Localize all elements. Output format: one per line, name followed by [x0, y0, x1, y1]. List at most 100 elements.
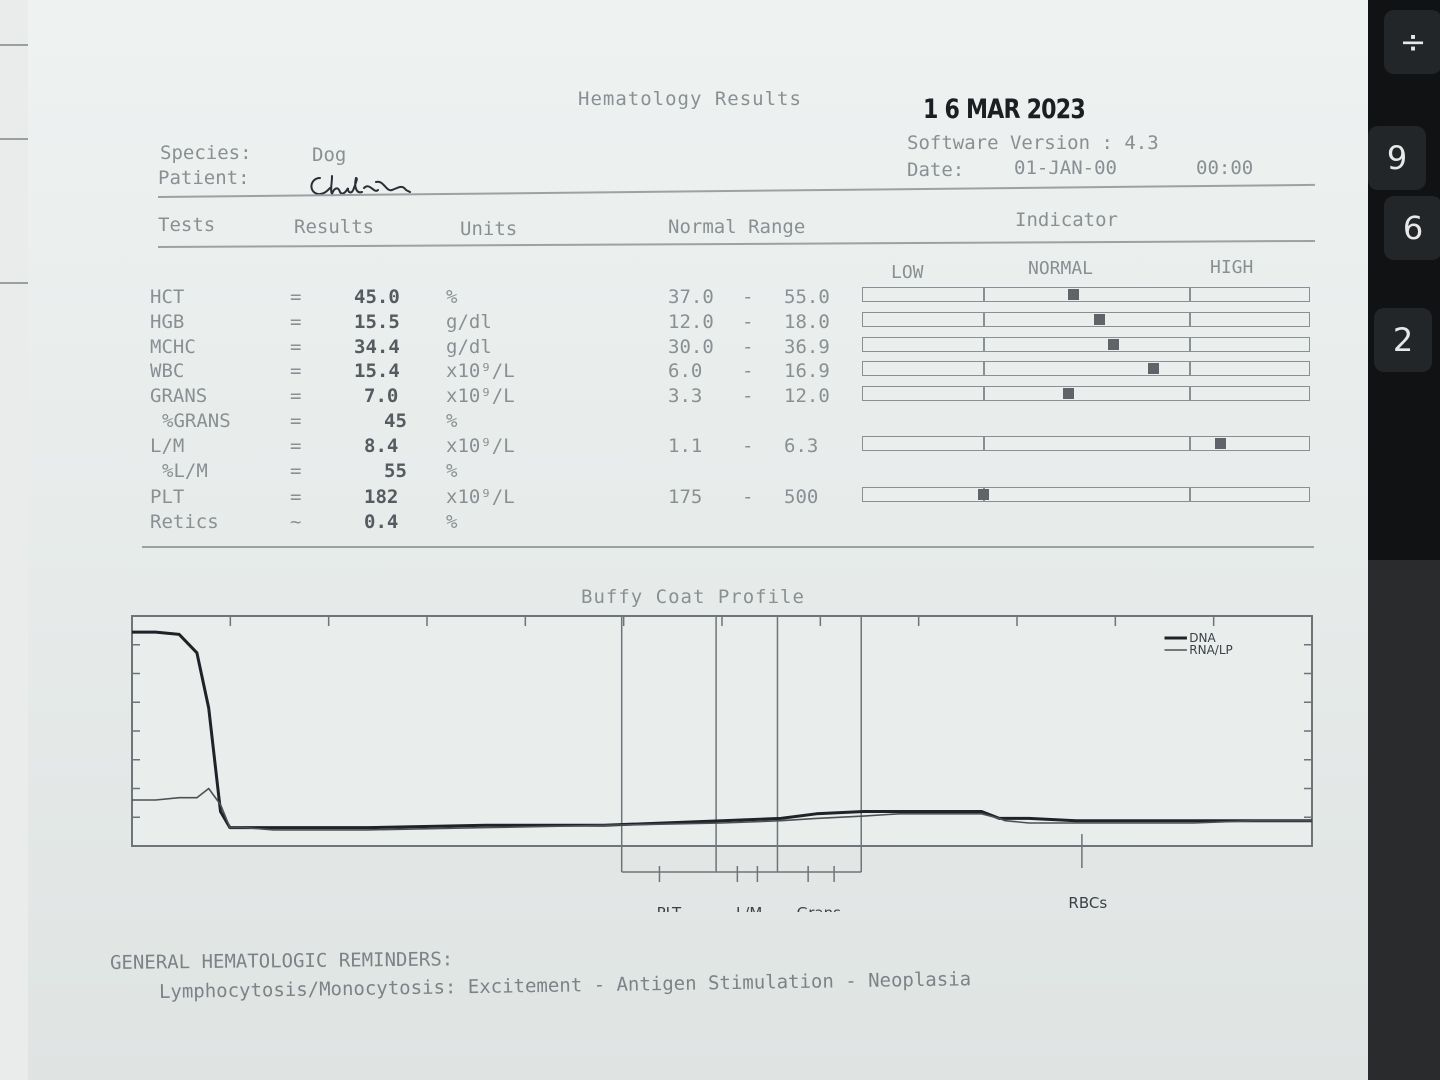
operator: = [290, 460, 302, 482]
date-stamp: 1 6 MAR 2023 [923, 94, 1086, 125]
range-high: 12.0 [784, 385, 830, 407]
header-tests: Tests [158, 214, 216, 236]
test-name: GRANS [150, 385, 208, 407]
divider-line [142, 546, 1314, 548]
indicator-normal-label: NORMAL [1028, 258, 1094, 279]
result-value: 34.4 [354, 336, 400, 358]
test-name: %GRANS [162, 410, 231, 432]
range-low: 3.3 [668, 385, 703, 407]
operator: = [290, 486, 302, 508]
indicator-bar [862, 312, 1310, 327]
indicator-marker [978, 489, 989, 500]
test-name: MCHC [150, 336, 196, 358]
range-low: 30.0 [668, 336, 714, 358]
unit: % [446, 286, 458, 308]
indicator-bar [862, 287, 1310, 302]
test-name: Retics [150, 511, 219, 533]
header-results: Results [294, 216, 375, 238]
calculator-key: ÷ [1384, 10, 1440, 74]
species-label: Species: [160, 142, 252, 164]
test-name: PLT [150, 486, 185, 508]
indicator-bar [862, 436, 1310, 451]
range-low: 37.0 [668, 286, 714, 308]
unit: % [446, 511, 458, 533]
operator: = [290, 385, 302, 407]
test-name: %L/M [162, 460, 208, 482]
range-low: 6.0 [668, 360, 703, 382]
range-low: 12.0 [668, 311, 714, 333]
indicator-marker [1063, 388, 1074, 399]
series-line-dna [132, 630, 1312, 830]
range-high: 16.9 [784, 360, 830, 382]
chart-title: Buffy Coat Profile [581, 586, 805, 608]
range-dash: - [742, 385, 754, 407]
indicator-marker [1068, 289, 1079, 300]
range-high: 36.9 [784, 336, 830, 358]
operator: = [290, 360, 302, 382]
operator: = [290, 435, 302, 457]
range-dash: - [742, 486, 754, 508]
legend-label: RNA/LP [1189, 643, 1233, 657]
unit: x10⁹/L [446, 360, 515, 382]
indicator-low-label: LOW [891, 262, 924, 283]
date-label: Date: [907, 159, 965, 181]
header-units: Units [460, 218, 518, 240]
range-high: 55.0 [784, 286, 830, 308]
date-value: 01-JAN-00 [1014, 157, 1117, 179]
operator: = [290, 286, 302, 308]
unit: g/dl [446, 336, 492, 358]
indicator-marker [1215, 438, 1226, 449]
region-label: Grans [797, 904, 841, 912]
hematology-printout: Hematology Results 1 6 MAR 2023 Species:… [28, 0, 1368, 1080]
indicator-bar [862, 386, 1310, 401]
result-value: 55 [384, 460, 407, 482]
series-line-rnalp [132, 787, 1312, 831]
region-label: L/M [736, 904, 762, 912]
range-low: 1.1 [668, 435, 703, 457]
reminders-text: Lymphocytosis/Monocytosis: Excitement - … [158, 968, 972, 1003]
patient-label: Patient: [158, 167, 250, 189]
operator: = [290, 336, 302, 358]
indicator-bar [862, 337, 1310, 352]
indicator-bar [862, 361, 1310, 376]
calculator-key: 9 [1368, 126, 1426, 190]
result-value: 15.5 [354, 311, 400, 333]
header-indicator: Indicator [1015, 209, 1118, 231]
operator: = [290, 311, 302, 333]
region-label: RBCs [1068, 894, 1107, 912]
legend-label: DNA [1189, 631, 1216, 645]
result-value: 0.4 [364, 511, 399, 533]
software-version: Software Version : 4.3 [907, 132, 1159, 154]
time-value: 00:00 [1196, 157, 1254, 179]
test-name: L/M [150, 435, 185, 457]
indicator-marker [1094, 314, 1105, 325]
result-value: 15.4 [354, 360, 400, 382]
header-normal-range: Normal Range [668, 216, 806, 238]
result-value: 7.0 [364, 385, 399, 407]
divider-line [157, 239, 1315, 248]
calculator-key: 6 [1384, 196, 1440, 260]
calculator-key: 2 [1374, 308, 1432, 372]
range-dash: - [742, 360, 754, 382]
unit: % [446, 460, 458, 482]
range-dash: - [742, 311, 754, 333]
unit: x10⁹/L [446, 435, 515, 457]
result-value: 45.0 [354, 286, 400, 308]
plot-frame [131, 615, 1313, 847]
operator: ~ [290, 511, 302, 533]
indicator-high-label: HIGH [1210, 257, 1254, 278]
result-value: 8.4 [364, 435, 399, 457]
range-dash: - [742, 435, 754, 457]
species-value: Dog [312, 144, 347, 166]
indicator-marker [1148, 363, 1159, 374]
indicator-bar [862, 487, 1310, 502]
range-high: 18.0 [784, 311, 830, 333]
test-name: WBC [150, 360, 185, 382]
unit: x10⁹/L [446, 385, 515, 407]
reminders-heading: GENERAL HEMATOLOGIC REMINDERS: [109, 948, 454, 974]
range-dash: - [742, 286, 754, 308]
unit: x10⁹/L [446, 486, 515, 508]
range-dash: - [742, 336, 754, 358]
region-label: PLT [657, 904, 682, 912]
range-high: 500 [784, 486, 819, 508]
